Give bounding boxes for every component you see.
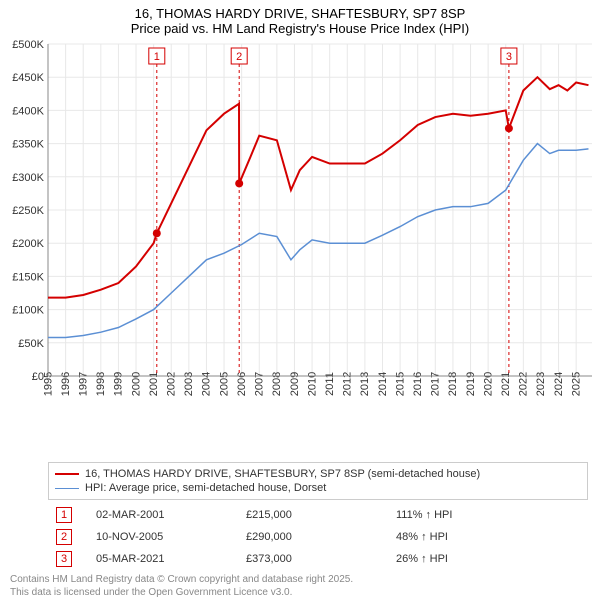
attribution-line1: Contains HM Land Registry data © Crown c…	[10, 574, 590, 587]
svg-text:2015: 2015	[394, 372, 406, 396]
sale-number-badge: 1	[56, 507, 72, 523]
legend-swatch	[55, 473, 79, 475]
svg-text:2020: 2020	[482, 372, 494, 396]
sale-delta: 48% ↑ HPI	[388, 526, 588, 548]
svg-text:2022: 2022	[518, 372, 530, 396]
svg-text:2019: 2019	[465, 372, 477, 396]
svg-text:£450K: £450K	[12, 72, 44, 84]
svg-text:2008: 2008	[271, 372, 283, 396]
chart-area: £0£50K£100K£150K£200K£250K£300K£350K£400…	[0, 38, 600, 458]
legend-row: HPI: Average price, semi-detached house,…	[55, 481, 581, 495]
sale-price: £215,000	[238, 504, 388, 526]
svg-text:2007: 2007	[254, 372, 266, 396]
legend-box: 16, THOMAS HARDY DRIVE, SHAFTESBURY, SP7…	[48, 462, 588, 500]
svg-text:1999: 1999	[113, 372, 125, 396]
title-address: 16, THOMAS HARDY DRIVE, SHAFTESBURY, SP7…	[0, 6, 600, 21]
sale-date: 02-MAR-2001	[88, 504, 238, 526]
svg-text:1996: 1996	[60, 372, 72, 396]
svg-text:2004: 2004	[201, 372, 213, 396]
svg-text:2000: 2000	[130, 372, 142, 396]
sale-delta: 26% ↑ HPI	[388, 548, 588, 570]
attribution-line2: This data is licensed under the Open Gov…	[10, 587, 590, 600]
svg-text:2024: 2024	[553, 372, 565, 396]
svg-text:2006: 2006	[236, 372, 248, 396]
legend-label: HPI: Average price, semi-detached house,…	[85, 482, 326, 494]
svg-text:2016: 2016	[412, 372, 424, 396]
svg-text:£400K: £400K	[12, 105, 44, 117]
svg-text:2023: 2023	[535, 372, 547, 396]
sale-number-badge: 2	[56, 529, 72, 545]
svg-text:2001: 2001	[148, 372, 160, 396]
sale-date: 05-MAR-2021	[88, 548, 238, 570]
svg-text:2005: 2005	[218, 372, 230, 396]
sale-price: £373,000	[238, 548, 388, 570]
sale-date: 10-NOV-2005	[88, 526, 238, 548]
svg-text:£100K: £100K	[12, 305, 44, 317]
svg-text:2010: 2010	[306, 372, 318, 396]
legend-row: 16, THOMAS HARDY DRIVE, SHAFTESBURY, SP7…	[55, 467, 581, 481]
svg-text:2025: 2025	[570, 372, 582, 396]
sale-number-badge: 3	[56, 551, 72, 567]
sale-delta: 111% ↑ HPI	[388, 504, 588, 526]
legend-label: 16, THOMAS HARDY DRIVE, SHAFTESBURY, SP7…	[85, 468, 480, 480]
svg-text:2017: 2017	[430, 372, 442, 396]
chart-container: 16, THOMAS HARDY DRIVE, SHAFTESBURY, SP7…	[0, 0, 600, 599]
svg-text:£50K: £50K	[18, 338, 44, 350]
sales-row: 3 05-MAR-2021£373,00026% ↑ HPI	[48, 548, 588, 570]
svg-text:2002: 2002	[166, 372, 178, 396]
legend-swatch	[55, 488, 79, 489]
sales-row: 2 10-NOV-2005£290,00048% ↑ HPI	[48, 526, 588, 548]
svg-text:£250K: £250K	[12, 205, 44, 217]
svg-text:1997: 1997	[78, 372, 90, 396]
svg-text:£350K: £350K	[12, 139, 44, 151]
svg-text:2018: 2018	[447, 372, 459, 396]
svg-text:£200K: £200K	[12, 238, 44, 250]
svg-text:3: 3	[506, 51, 512, 63]
sales-row: 1 02-MAR-2001£215,000111% ↑ HPI	[48, 504, 588, 526]
svg-text:2013: 2013	[359, 372, 371, 396]
svg-text:£300K: £300K	[12, 172, 44, 184]
sale-price: £290,000	[238, 526, 388, 548]
sales-table: 1 02-MAR-2001£215,000111% ↑ HPI 2 10-NOV-20…	[48, 504, 588, 570]
svg-text:2: 2	[236, 51, 242, 63]
svg-text:2012: 2012	[342, 372, 354, 396]
svg-text:£500K: £500K	[12, 39, 44, 51]
svg-text:2021: 2021	[500, 372, 512, 396]
svg-text:1: 1	[154, 51, 160, 63]
svg-text:1998: 1998	[95, 372, 107, 396]
svg-text:2009: 2009	[289, 372, 301, 396]
attribution: Contains HM Land Registry data © Crown c…	[10, 574, 590, 599]
chart-svg: £0£50K£100K£150K£200K£250K£300K£350K£400…	[0, 38, 600, 458]
svg-text:2003: 2003	[183, 372, 195, 396]
svg-text:£150K: £150K	[12, 271, 44, 283]
svg-text:2014: 2014	[377, 372, 389, 396]
title-block: 16, THOMAS HARDY DRIVE, SHAFTESBURY, SP7…	[0, 0, 600, 38]
title-subtitle: Price paid vs. HM Land Registry's House …	[0, 21, 600, 36]
